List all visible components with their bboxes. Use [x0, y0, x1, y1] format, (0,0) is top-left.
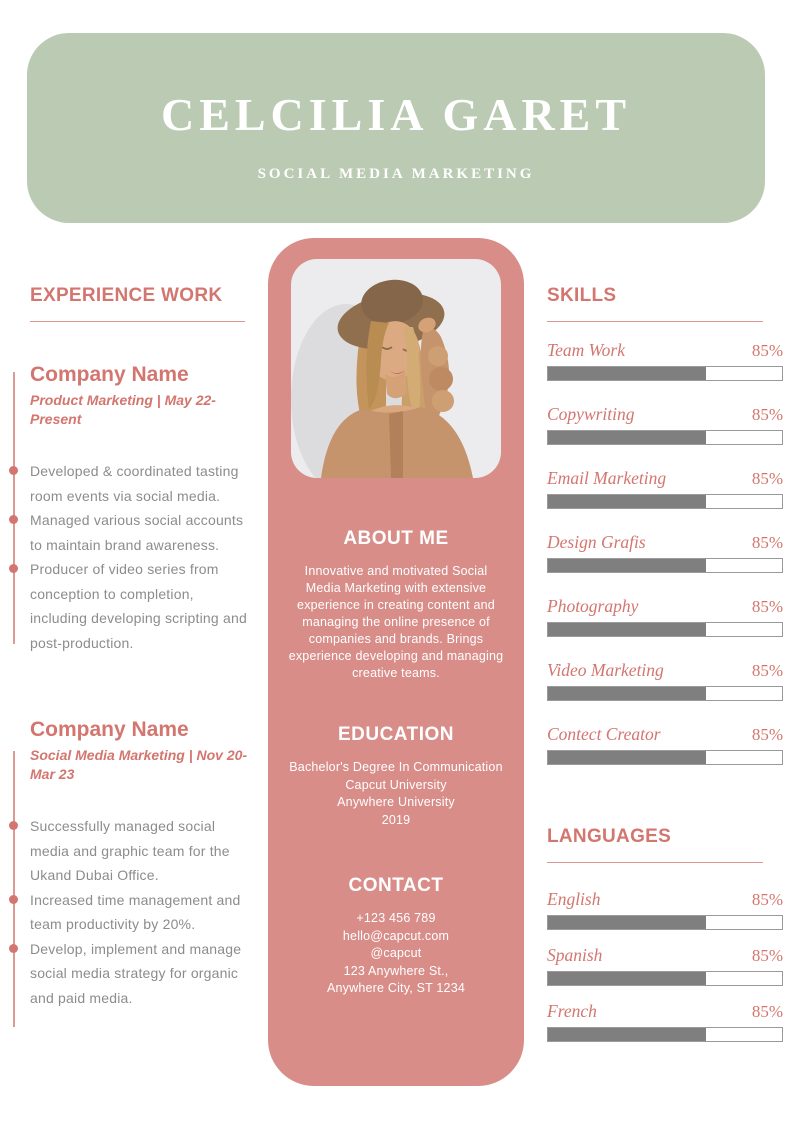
skill-bar-fill	[548, 431, 706, 444]
education-line: Bachelor's Degree In Communication	[289, 760, 503, 774]
skill-percent: 85%	[751, 405, 783, 424]
skills-underline	[547, 321, 763, 322]
skill-label: Contect Creator	[547, 724, 661, 744]
experience-column: EXPERIENCE WORK Company Name Product Mar…	[9, 284, 250, 1027]
skill-label: Video Marketing	[547, 660, 664, 680]
job-bullet: Successfully managed social media and gr…	[9, 814, 250, 888]
education-lines: Bachelor's Degree In Communication Capcu…	[268, 759, 524, 829]
job-entry: Company Name Social Media Marketing | No…	[9, 717, 250, 1027]
skills-column: SKILLS Team Work 85% Copywriting 85% Email…	[547, 284, 783, 1042]
skill-label: Copywriting	[547, 404, 635, 424]
language-percent: 85%	[751, 890, 783, 909]
language-row: French 85%	[547, 1001, 783, 1042]
language-label: English	[547, 889, 601, 909]
skill-percent: 85%	[751, 597, 783, 616]
skill-row: Team Work 85%	[547, 340, 783, 381]
skill-percent: 85%	[751, 661, 783, 680]
job-bullet: Developed & coordinated tasting room eve…	[9, 459, 250, 508]
contact-email: hello@capcut.com	[342, 928, 450, 943]
job-bullet: Develop, implement and manage social med…	[9, 937, 250, 1011]
education-section: EDUCATION Bachelor's Degree In Communica…	[268, 724, 524, 829]
profile-panel: ABOUT ME Innovative and motivated Social…	[268, 238, 524, 1086]
language-percent: 85%	[751, 946, 783, 965]
job-bullet: Increased time management and team produ…	[9, 888, 250, 937]
language-label: French	[547, 1001, 597, 1021]
job-bullet-list: Developed & coordinated tasting room eve…	[9, 459, 250, 655]
skill-bar	[547, 622, 783, 637]
contact-handle: @capcut	[370, 946, 422, 960]
languages-heading: LANGUAGES	[547, 826, 672, 847]
timeline-line	[13, 372, 15, 644]
skill-row: Video Marketing 85%	[547, 660, 783, 701]
job-company: Company Name	[30, 718, 189, 741]
header-banner: CELCILIA GARET SOCIAL MEDIA MARKETING	[27, 33, 765, 223]
profile-photo	[291, 259, 501, 478]
skill-bar-fill	[548, 751, 706, 764]
skill-label: Team Work	[547, 340, 625, 360]
timeline-line	[13, 751, 15, 1027]
person-role: SOCIAL MEDIA MARKETING	[257, 165, 535, 182]
about-heading: ABOUT ME	[343, 528, 449, 549]
job-bullet: Producer of video series from conception…	[9, 557, 250, 655]
skill-percent: 85%	[751, 469, 783, 488]
education-line: Capcut University	[345, 777, 447, 792]
skill-row: Design Grafis 85%	[547, 532, 783, 573]
about-section: ABOUT ME Innovative and motivated Social…	[268, 528, 524, 682]
education-line: 2019	[381, 812, 411, 827]
about-text: Innovative and motivated Social Media Ma…	[288, 564, 504, 680]
job-bullet: Managed various social accounts to maint…	[9, 508, 250, 557]
skill-bar	[547, 750, 783, 765]
job-bullet-list: Successfully managed social media and gr…	[9, 814, 250, 1011]
contact-phone: +123 456 789	[356, 911, 436, 925]
skills-heading: SKILLS	[547, 285, 617, 306]
contact-lines: +123 456 789 hello@capcut.com @capcut 12…	[268, 910, 524, 998]
language-label: Spanish	[547, 945, 603, 965]
skill-percent: 85%	[751, 341, 783, 360]
job-meta: Product Marketing | May 22-Present	[30, 392, 216, 427]
skill-bar-fill	[548, 367, 706, 380]
language-bar-fill	[548, 916, 706, 929]
skill-row: Contect Creator 85%	[547, 724, 783, 765]
skill-row: Email Marketing 85%	[547, 468, 783, 509]
skill-bar-fill	[548, 495, 706, 508]
skill-percent: 85%	[751, 533, 783, 552]
experience-heading: EXPERIENCE WORK	[30, 285, 223, 306]
languages-underline	[547, 862, 763, 863]
skill-bar	[547, 558, 783, 573]
skill-row: Copywriting 85%	[547, 404, 783, 445]
language-bar-fill	[548, 972, 706, 985]
language-bar	[547, 1027, 783, 1042]
skill-bar-fill	[548, 687, 706, 700]
language-percent: 85%	[751, 1002, 783, 1021]
skill-bar-fill	[548, 559, 706, 572]
person-name: CELCILIA GARET	[160, 89, 632, 140]
contact-address-1: 123 Anywhere St.,	[343, 963, 449, 978]
contact-heading: CONTACT	[348, 875, 444, 896]
skill-bar	[547, 494, 783, 509]
skill-label: Email Marketing	[547, 468, 667, 488]
profile-photo-illustration	[291, 259, 501, 478]
contact-address-2: Anywhere City, ST 1234	[326, 981, 466, 995]
skill-label: Design Grafis	[547, 532, 646, 552]
skill-bar	[547, 686, 783, 701]
language-row: English 85%	[547, 889, 783, 930]
language-bar	[547, 971, 783, 986]
job-company: Company Name	[30, 363, 189, 386]
job-entry: Company Name Product Marketing | May 22-…	[9, 362, 250, 655]
skill-label: Photography	[547, 596, 639, 616]
language-bar	[547, 915, 783, 930]
contact-section: CONTACT +123 456 789 hello@capcut.com @c…	[268, 875, 524, 998]
language-row: Spanish 85%	[547, 945, 783, 986]
skill-bar	[547, 430, 783, 445]
skill-bar	[547, 366, 783, 381]
skill-percent: 85%	[751, 725, 783, 744]
job-meta: Social Media Marketing | Nov 20-Mar 23	[30, 747, 248, 782]
experience-underline	[30, 321, 245, 322]
education-heading: EDUCATION	[337, 724, 455, 745]
language-bar-fill	[548, 1028, 706, 1041]
skill-row: Photography 85%	[547, 596, 783, 637]
education-line: Anywhere University	[337, 795, 455, 809]
skill-bar-fill	[548, 623, 706, 636]
